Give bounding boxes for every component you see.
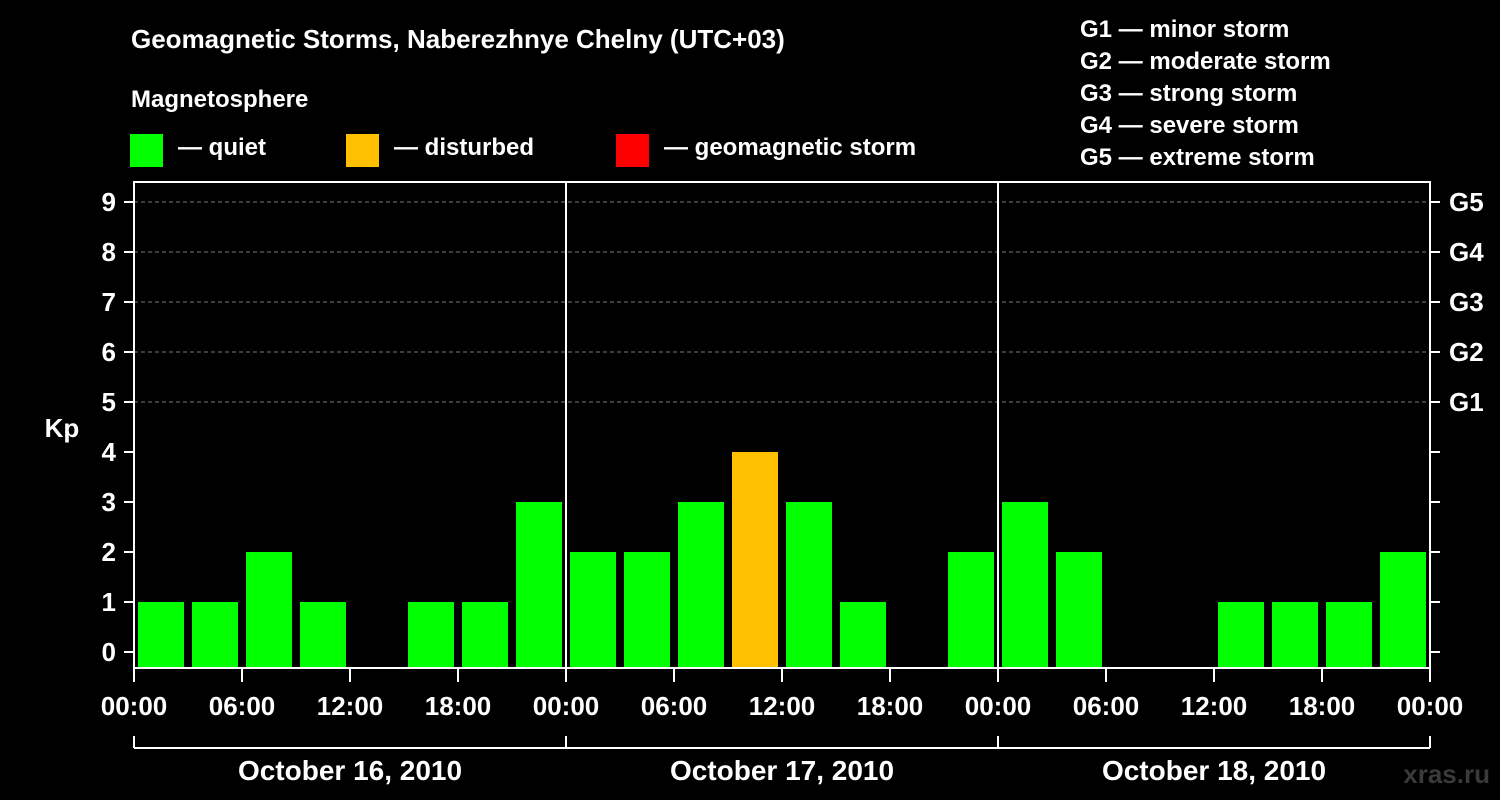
storm-scale-g3: G3 — strong storm	[1080, 80, 1298, 107]
legend-label-quiet: — quiet	[178, 134, 266, 161]
x-tick-label: 12:00	[1181, 691, 1248, 721]
y-tick-label: 2	[102, 537, 116, 567]
kp-bar	[1002, 502, 1048, 668]
storm-scale-g5: G5 — extreme storm	[1080, 144, 1315, 171]
x-tick-label: 00:00	[533, 691, 600, 721]
kp-bar	[1326, 602, 1372, 668]
y-tick-label: 4	[102, 437, 117, 467]
kp-bar	[624, 552, 670, 668]
chart-title: Geomagnetic Storms, Naberezhnye Chelny (…	[131, 24, 785, 54]
legend-label-storm: — geomagnetic storm	[664, 134, 917, 161]
plot-frame	[133, 181, 1431, 669]
y-tick-label: 0	[102, 637, 116, 667]
x-tick-label: 12:00	[317, 691, 384, 721]
kp-bar	[1218, 602, 1264, 668]
day-label: October 18, 2010	[1102, 755, 1326, 786]
legend-label-disturbed: — disturbed	[394, 134, 535, 161]
kp-bar	[192, 602, 238, 668]
x-tick-label: 06:00	[641, 691, 708, 721]
y-axis-label: Kp	[45, 413, 80, 443]
chart-subtitle: Magnetosphere	[131, 86, 309, 113]
y-tick-label: 3	[102, 487, 116, 517]
y-tick-label: 1	[102, 587, 116, 617]
storm-level-label: G1	[1449, 387, 1484, 417]
storm-level-label: G4	[1449, 237, 1484, 267]
kp-bar	[732, 452, 778, 668]
kp-bar	[516, 502, 562, 668]
legend-swatch-quiet	[130, 134, 163, 167]
x-tick-label: 18:00	[857, 691, 924, 721]
y-tick-label: 9	[102, 187, 116, 217]
storm-scale-g2: G2 — moderate storm	[1080, 48, 1331, 75]
x-tick-label: 18:00	[425, 691, 492, 721]
x-tick-label: 18:00	[1289, 691, 1356, 721]
x-tick-label: 12:00	[749, 691, 816, 721]
legend-swatch-storm	[616, 134, 649, 167]
x-tick-label: 06:00	[209, 691, 276, 721]
storm-level-label: G2	[1449, 337, 1484, 367]
kp-bar	[840, 602, 886, 668]
y-tick-label: 6	[102, 337, 116, 367]
kp-bar	[678, 502, 724, 668]
x-tick-label: 00:00	[965, 691, 1032, 721]
x-tick-label: 00:00	[1397, 691, 1464, 721]
kp-bar	[570, 552, 616, 668]
x-tick-label: 00:00	[101, 691, 168, 721]
kp-bar	[1056, 552, 1102, 668]
storm-scale-g1: G1 — minor storm	[1080, 16, 1290, 43]
storm-level-label: G3	[1449, 287, 1484, 317]
y-tick-label: 7	[102, 287, 116, 317]
kp-bar	[786, 502, 832, 668]
kp-bar	[300, 602, 346, 668]
day-label: October 17, 2010	[670, 755, 894, 786]
y-tick-label: 8	[102, 237, 116, 267]
kp-bar	[408, 602, 454, 668]
kp-bar	[1380, 552, 1426, 668]
kp-bar	[246, 552, 292, 668]
y-tick-label: 5	[102, 387, 116, 417]
day-label: October 16, 2010	[238, 755, 462, 786]
kp-bar	[1272, 602, 1318, 668]
watermark: xras.ru	[1403, 759, 1490, 789]
storm-scale-g4: G4 — severe storm	[1080, 112, 1299, 139]
legend-swatch-disturbed	[346, 134, 379, 167]
x-tick-label: 06:00	[1073, 691, 1140, 721]
kp-bar	[948, 552, 994, 668]
storm-level-label: G5	[1449, 187, 1484, 217]
kp-bar	[462, 602, 508, 668]
kp-bar	[138, 602, 184, 668]
